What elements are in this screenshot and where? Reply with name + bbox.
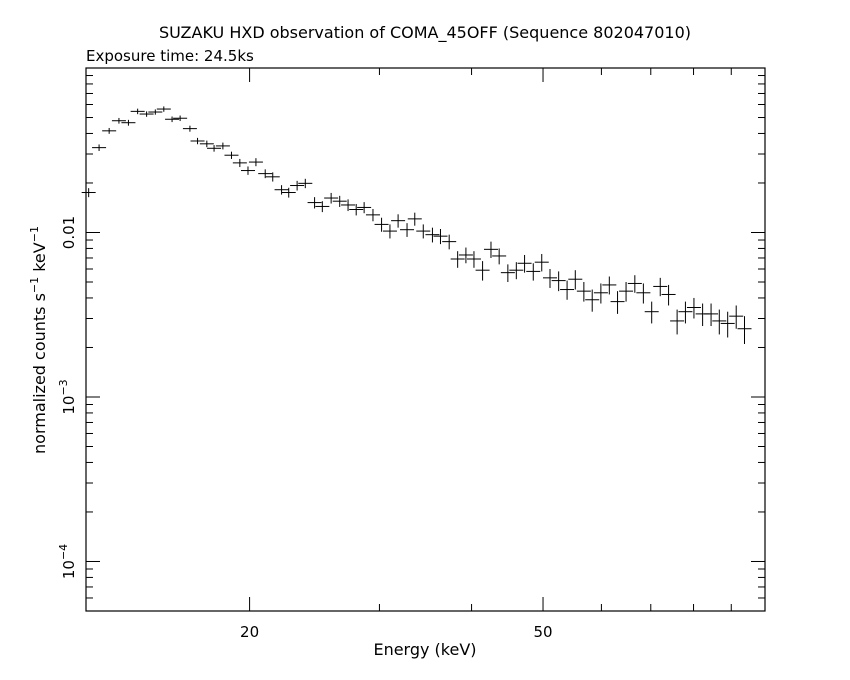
data-point (737, 316, 752, 344)
data-points (81, 106, 752, 344)
data-point (442, 234, 457, 250)
chart-subtitle: Exposure time: 24.5ks (86, 47, 254, 65)
data-point (450, 251, 465, 268)
chart-title: SUZAKU HXD observation of COMA_45OFF (Se… (159, 23, 691, 43)
data-point (382, 224, 397, 239)
data-point (670, 309, 685, 335)
y-axis-label: normalized counts s−1 keV−1 (28, 226, 49, 454)
x-axis-label: Energy (keV) (373, 640, 476, 659)
data-point (678, 301, 693, 324)
data-point (130, 108, 145, 115)
data-point (102, 127, 117, 134)
data-point (224, 151, 239, 159)
data-point (357, 202, 372, 214)
data-point (568, 270, 583, 290)
data-point (585, 289, 600, 312)
data-point (458, 247, 473, 264)
plot-frame (85, 67, 766, 612)
data-point (248, 158, 263, 167)
data-point (425, 227, 440, 243)
data-point (619, 282, 634, 302)
y-tick-label: 0.01 (60, 216, 78, 249)
data-point (81, 188, 96, 198)
data-point (315, 201, 330, 213)
x-tick-label: 20 (240, 623, 259, 641)
data-point (258, 169, 273, 179)
data-point (492, 248, 507, 265)
data-point (483, 241, 498, 258)
data-point (551, 271, 566, 292)
data-point (407, 212, 422, 226)
data-point (517, 254, 532, 273)
data-point (636, 283, 651, 304)
data-point (391, 214, 406, 228)
y-tick-label: 10−3 (57, 379, 78, 414)
data-point (324, 192, 339, 204)
data-point (475, 261, 490, 281)
data-point (199, 140, 214, 148)
data-point (653, 277, 668, 297)
data-point (290, 180, 305, 191)
data-point (307, 197, 322, 209)
data-point (602, 276, 617, 295)
data-point (534, 254, 549, 272)
data-point (298, 178, 313, 189)
data-point (332, 195, 347, 207)
data-point (400, 223, 415, 237)
data-point (433, 229, 448, 245)
data-point (365, 208, 380, 222)
data-point (661, 284, 676, 306)
data-point (542, 268, 557, 288)
x-axis-ticks: 20 50 (240, 68, 732, 641)
data-point (593, 283, 608, 304)
data-point (232, 158, 247, 168)
data-point (148, 109, 163, 115)
data-point (720, 311, 735, 338)
data-point (560, 280, 575, 300)
data-point (341, 199, 356, 212)
data-point (644, 301, 659, 324)
data-point (207, 145, 222, 152)
data-point (173, 115, 188, 122)
data-point (466, 251, 481, 268)
data-point (729, 305, 744, 329)
y-tick-label: 10−4 (57, 544, 78, 579)
data-point (111, 117, 126, 124)
data-point (576, 282, 591, 302)
data-point (686, 297, 701, 319)
data-point (509, 262, 524, 280)
data-point (374, 217, 389, 232)
data-point (610, 291, 625, 314)
data-point (240, 166, 255, 175)
data-point (182, 125, 197, 132)
data-point (281, 187, 296, 198)
data-point (712, 309, 727, 335)
data-point (156, 106, 171, 112)
data-point (704, 303, 719, 327)
data-point (526, 263, 541, 281)
data-point (695, 303, 710, 327)
data-point (190, 137, 205, 145)
x-tick-label: 50 (533, 623, 552, 641)
data-point (416, 224, 431, 239)
data-point (627, 275, 642, 293)
data-point (215, 142, 230, 150)
data-point (92, 144, 107, 151)
data-point (265, 172, 280, 182)
y-axis-ticks: 0.01 10−3 10−4 (57, 67, 765, 612)
data-point (274, 185, 289, 195)
data-point (165, 116, 180, 123)
data-point (500, 264, 515, 283)
data-point (139, 111, 154, 117)
data-point (121, 119, 136, 126)
data-point (349, 204, 364, 216)
